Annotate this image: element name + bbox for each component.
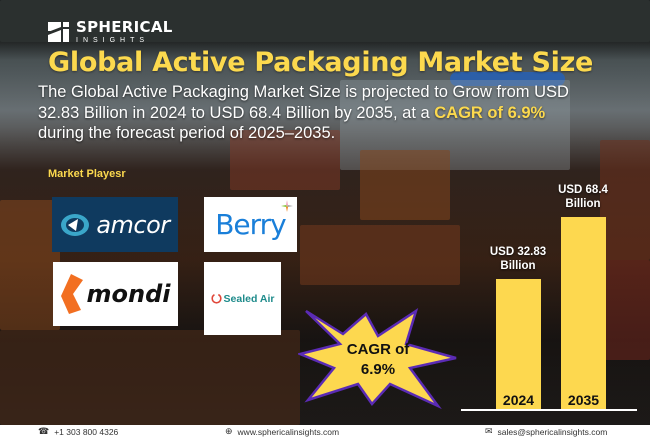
bg-sign (450, 72, 565, 86)
bar-value-2024-line1: USD 32.83 (489, 246, 547, 258)
phone-number: +1 303 800 4326 (54, 426, 119, 437)
footer-contact-bar: ☎ +1 303 800 4326 ⊕ www.sphericalinsight… (0, 425, 650, 440)
bar-year-2035: 2035 (567, 392, 600, 408)
logo-mark-icon (48, 22, 69, 42)
website-link: www.sphericalinsights.com (237, 426, 340, 437)
bg-crate-6 (0, 330, 300, 425)
bg-crate-3 (600, 140, 650, 260)
globe-icon: ⊕ (225, 426, 233, 436)
amcor-mark-icon (61, 213, 90, 236)
amcor-wordmark: amcor (96, 210, 170, 239)
bar-value-label-2024: USD 32.83 Billion (478, 245, 558, 273)
bg-crate-4 (0, 200, 60, 330)
berry-wordmark: Berry (215, 208, 287, 241)
footer-phone[interactable]: ☎ +1 303 800 4326 (38, 426, 118, 437)
mondi-wordmark: mondi (86, 280, 171, 308)
bg-crate-1 (360, 150, 450, 220)
berry-star-icon (281, 200, 293, 212)
berry-logo: Berry (204, 197, 297, 252)
bar-2024: 2024 (496, 279, 541, 410)
footer-website[interactable]: ⊕ www.sphericalinsights.com (225, 426, 339, 437)
description-text-1: The Global Active Packaging Market Size … (38, 83, 569, 122)
phone-icon: ☎ (38, 426, 50, 436)
bar-value-label-2035: USD 68.4 Billion (543, 183, 623, 211)
mail-icon: ✉ (485, 426, 493, 436)
sealed-air-wordmark: Sealed Air (223, 292, 275, 305)
market-description: The Global Active Packaging Market Size … (38, 82, 578, 144)
cagr-badge-text: CAGR of 6.9% (298, 340, 458, 380)
bar-value-2024-line2: Billion (500, 260, 536, 272)
sealed-air-mark-icon (210, 293, 222, 304)
bar-value-2035-line1: USD 68.4 (558, 184, 608, 196)
bg-crate-5 (300, 225, 460, 285)
footer-email[interactable]: ✉ sales@sphericalinsights.com (485, 426, 607, 437)
page-title: Global Active Packaging Market Size (48, 47, 594, 78)
spherical-insights-logo: SPHERICAL INSIGHTS (48, 20, 173, 44)
bar-value-2035-line2: Billion (565, 198, 601, 210)
description-cagr-highlight: CAGR of 6.9% (434, 103, 546, 122)
mondi-logo: mondi (53, 262, 178, 326)
cagr-badge-line2: 6.9% (360, 361, 396, 378)
bar-2035: 2035 (561, 217, 606, 410)
logo-subtitle: INSIGHTS (76, 37, 150, 44)
logo-title: SPHERICAL (76, 18, 173, 36)
cagr-badge-line1: CAGR of (346, 341, 410, 358)
chart-x-axis (461, 409, 637, 411)
market-players-label: Market Playesr (48, 168, 126, 180)
sealed-air-logo: Sealed Air (204, 262, 281, 335)
bg-crate-2 (230, 130, 340, 190)
description-text-2: during the forecast period of 2025–2035. (38, 124, 336, 142)
hero-background (0, 0, 650, 425)
bg-ceiling (0, 0, 650, 42)
amcor-logo: amcor (52, 197, 178, 252)
email-link: sales@sphericalinsights.com (497, 426, 608, 437)
bg-crate-7 (600, 260, 650, 360)
bar-year-2024: 2024 (502, 392, 535, 408)
mondi-mark-icon (60, 274, 83, 314)
cagr-starburst-icon (298, 308, 457, 410)
